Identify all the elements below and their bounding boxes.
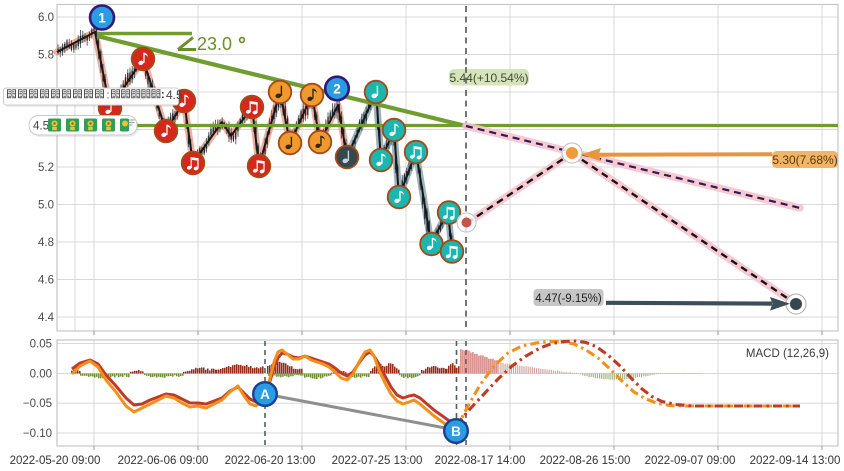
svg-text:5.0: 5.0 bbox=[38, 200, 54, 212]
svg-text:2022-09-07 09:00: 2022-09-07 09:00 bbox=[645, 455, 736, 467]
svg-text:2022-06-20 13:00: 2022-06-20 13:00 bbox=[225, 455, 316, 467]
svg-text:23.0: 23.0 bbox=[197, 34, 232, 54]
svg-text:2022-09-14 13:00: 2022-09-14 13:00 bbox=[750, 455, 841, 467]
svg-text:4.4: 4.4 bbox=[38, 312, 55, 324]
svg-text:0.05: 0.05 bbox=[30, 339, 52, 351]
svg-text:2022-08-17 14:00: 2022-08-17 14:00 bbox=[435, 455, 526, 467]
svg-text:2022-05-20 09:00: 2022-05-20 09:00 bbox=[10, 455, 101, 467]
svg-text:6.0: 6.0 bbox=[38, 12, 54, 24]
svg-text:5.30(7.68%): 5.30(7.68%) bbox=[772, 153, 837, 167]
svg-text:5.2: 5.2 bbox=[38, 162, 54, 174]
svg-text:4.5: 4.5 bbox=[166, 88, 183, 102]
svg-text:−0.05: −0.05 bbox=[23, 398, 52, 410]
svg-text:B: B bbox=[451, 424, 461, 439]
svg-text:5.8: 5.8 bbox=[38, 50, 54, 62]
svg-text:2022-08-26 15:00: 2022-08-26 15:00 bbox=[540, 455, 631, 467]
svg-text:4.6: 4.6 bbox=[38, 275, 54, 287]
svg-text:A: A bbox=[260, 387, 270, 402]
svg-text:5.44(+10.54%): 5.44(+10.54%) bbox=[449, 71, 528, 85]
svg-text:2022-07-25 13:00: 2022-07-25 13:00 bbox=[332, 455, 423, 467]
svg-text:2: 2 bbox=[333, 81, 341, 96]
svg-text:4.8: 4.8 bbox=[38, 237, 54, 249]
svg-text:1: 1 bbox=[98, 11, 106, 26]
svg-text:4.47(-9.15%): 4.47(-9.15%) bbox=[535, 293, 602, 305]
svg-text:2022-06-06 09:00: 2022-06-06 09:00 bbox=[118, 455, 209, 467]
svg-text:4.5: 4.5 bbox=[33, 121, 49, 133]
svg-text:−0.10: −0.10 bbox=[23, 428, 52, 440]
svg-text:MACD (12,26,9): MACD (12,26,9) bbox=[746, 348, 829, 360]
svg-text:0.00: 0.00 bbox=[30, 369, 52, 381]
svg-text::: : bbox=[107, 90, 110, 102]
